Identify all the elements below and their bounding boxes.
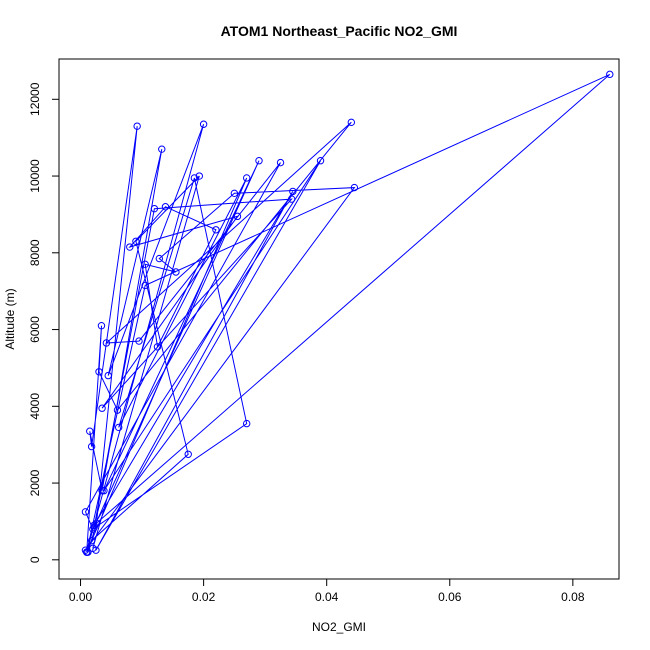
data-point [81, 546, 90, 554]
data-point [114, 423, 123, 432]
data-point [132, 237, 140, 245]
data-point [316, 156, 325, 165]
data-point [172, 268, 180, 276]
y-tick-label: 8000 [28, 239, 42, 266]
data-point [242, 419, 251, 428]
data-point [184, 450, 192, 458]
data-point [86, 427, 94, 435]
data-point [153, 343, 162, 351]
data-point [141, 260, 149, 269]
data-point [135, 337, 143, 345]
x-tick-label: 0.00 [69, 590, 93, 604]
chart-title: ATOM1 Northeast_Pacific NO2_GMI [221, 23, 458, 39]
x-tick-label: 0.04 [315, 590, 339, 604]
x-tick-label: 0.06 [438, 590, 462, 604]
data-point [199, 120, 208, 128]
y-tick-label: 12000 [28, 82, 42, 116]
data-point [155, 254, 164, 263]
y-axis: 0 2000 4000 6000 8000 10000 12000 [28, 82, 60, 563]
data-point [190, 174, 199, 182]
data-point [98, 404, 106, 412]
data-point [347, 118, 356, 127]
y-axis-label: Altitude (m) [3, 288, 17, 349]
x-axis: 0.00 0.02 0.04 0.06 0.08 [69, 578, 585, 604]
x-tick-label: 0.08 [561, 590, 585, 604]
data-point [102, 339, 111, 347]
data-point [276, 158, 285, 167]
data-point [212, 226, 220, 234]
data-point [126, 243, 134, 251]
data-point [97, 322, 106, 330]
data-point [82, 548, 91, 556]
data-point [289, 187, 297, 196]
data-point [113, 406, 122, 414]
y-tick-label: 0 [28, 556, 42, 563]
data-point [141, 281, 149, 290]
y-tick-label: 2000 [28, 469, 42, 496]
data-point [195, 172, 204, 180]
data-point [350, 183, 359, 192]
data-point [287, 195, 296, 203]
data-point [230, 189, 239, 198]
x-tick-label: 0.02 [192, 590, 216, 604]
y-tick-label: 6000 [28, 316, 42, 343]
data-point [161, 203, 170, 211]
data-point [90, 523, 98, 531]
data-point [87, 536, 96, 545]
data-point [255, 156, 263, 165]
data-point [150, 204, 159, 213]
data-point [133, 122, 141, 130]
data-point [90, 521, 98, 529]
y-tick-label: 4000 [28, 393, 42, 420]
data-point [81, 508, 90, 516]
data-point [89, 544, 97, 552]
data-point [95, 368, 103, 376]
data-point [100, 487, 108, 495]
series-lines [84, 73, 611, 553]
series-points [81, 70, 614, 556]
data-point [92, 519, 101, 528]
data-point [104, 371, 112, 380]
data-point [233, 212, 242, 221]
data-point [606, 70, 614, 79]
series-line [84, 73, 611, 553]
data-point [89, 525, 97, 533]
data-point [158, 145, 166, 153]
x-axis-label: NO2_GMI [312, 620, 366, 634]
data-point [242, 174, 251, 182]
y-tick-label: 10000 [28, 159, 42, 193]
data-point [87, 442, 96, 451]
